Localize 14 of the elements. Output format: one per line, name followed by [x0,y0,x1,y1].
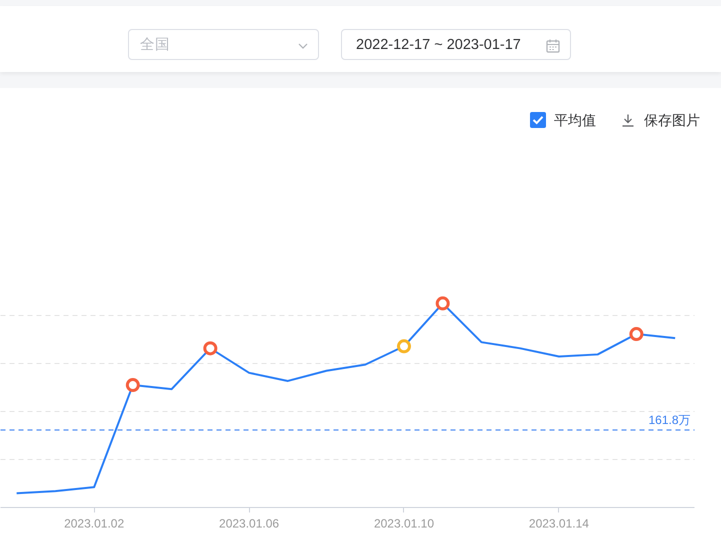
x-tick-label: 2023.01.14 [528,516,590,530]
text: 2022-12-17 ~ 2023-01-17 [356,37,521,54]
point [436,296,450,310]
point [629,327,644,342]
point [126,378,140,392]
x-tick-label: 2023.01.10 [374,516,434,530]
x-tick-label: 2023.01.06 [219,516,280,530]
ref-line-label: 161.8万 [648,412,690,427]
point [396,339,411,354]
text: 保存图片 [644,111,700,129]
text: 平均值 [554,111,596,129]
text: 全国 [140,37,170,54]
point [203,341,218,356]
x-tick-label: 2023.01.02 [64,516,124,530]
